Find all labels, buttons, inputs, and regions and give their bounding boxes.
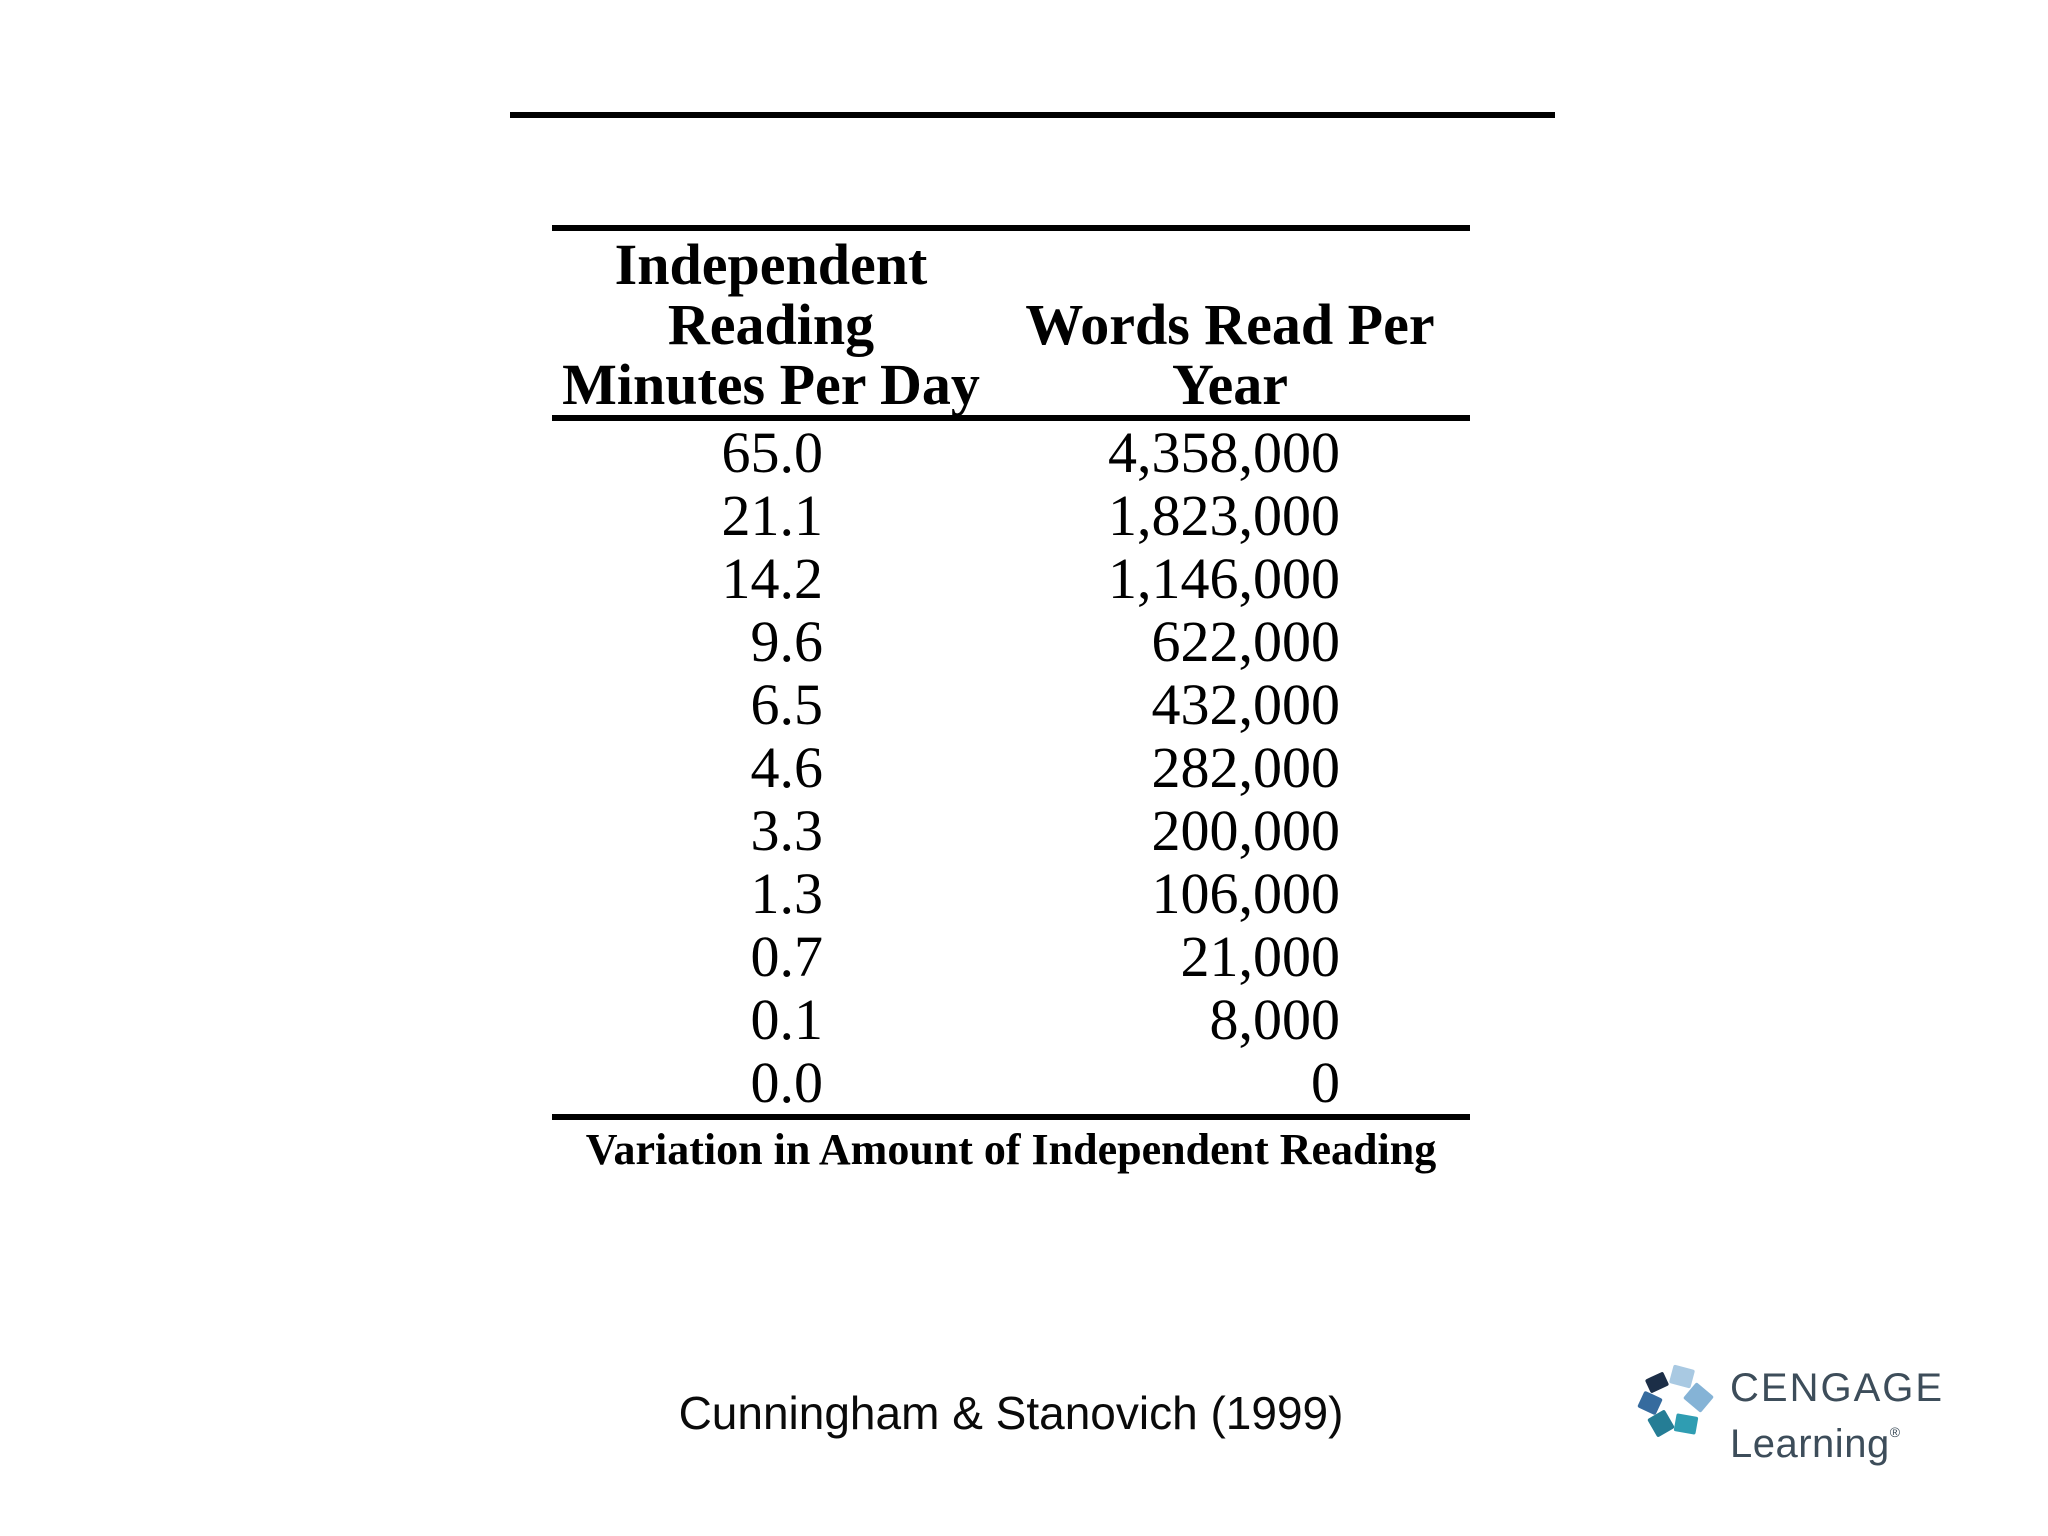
cengage-wordmark: CENGAGE Learning® xyxy=(1730,1366,1944,1466)
column-header-minutes-line: Reading xyxy=(667,292,875,357)
minutes-cell: 0.7 xyxy=(750,924,824,989)
minutes-cell: 1.3 xyxy=(750,861,824,926)
column-header-minutes-line: Independent xyxy=(614,232,928,297)
table-row: 21.1 1,823,000 xyxy=(552,484,1470,547)
table-row: 0.1 8,000 xyxy=(552,988,1470,1051)
table-row: 0.0 0 xyxy=(552,1051,1470,1114)
table-row: 65.0 4,358,000 xyxy=(552,421,1470,484)
column-header-words-line: Year xyxy=(1172,352,1288,417)
words-cell: 21,000 xyxy=(1180,924,1341,989)
words-cell: 622,000 xyxy=(1151,609,1341,674)
minutes-cell: 4.6 xyxy=(750,735,824,800)
words-cell: 106,000 xyxy=(1151,861,1341,926)
cengage-wordmark-line2: Learning® xyxy=(1730,1410,1944,1466)
top-divider xyxy=(510,112,1555,118)
words-cell: 200,000 xyxy=(1151,798,1341,863)
table-body: 65.0 4,358,000 21.1 1,823,000 14.2 1,146… xyxy=(552,421,1470,1120)
words-cell: 432,000 xyxy=(1151,672,1341,737)
table-row: 0.7 21,000 xyxy=(552,925,1470,988)
words-cell: 1,146,000 xyxy=(1108,546,1340,611)
cengage-wordmark-line1: CENGAGE xyxy=(1730,1366,1945,1410)
minutes-cell: 65.0 xyxy=(721,420,824,485)
reading-table: Independent Reading Minutes Per Day Word… xyxy=(552,225,1470,1174)
table-row: 3.3 200,000 xyxy=(552,799,1470,862)
table-row: 6.5 432,000 xyxy=(552,673,1470,736)
minutes-cell: 0.1 xyxy=(750,987,824,1052)
cengage-wordmark-learning: Learning xyxy=(1730,1422,1890,1466)
column-header-words-line: Words Read Per xyxy=(1025,292,1435,357)
table-row: 14.2 1,146,000 xyxy=(552,547,1470,610)
words-cell: 282,000 xyxy=(1151,735,1341,800)
words-cell: 4,358,000 xyxy=(1108,420,1340,485)
source-citation: Cunningham & Stanovich (1999) xyxy=(678,1387,1344,1439)
column-header-minutes-line: Minutes Per Day xyxy=(562,352,980,417)
words-cell: 8,000 xyxy=(1209,987,1341,1052)
minutes-cell: 21.1 xyxy=(721,483,824,548)
cengage-pinwheel-icon xyxy=(1637,1364,1722,1450)
words-cell: 1,823,000 xyxy=(1108,483,1340,548)
cengage-learning-logo: CENGAGE Learning® xyxy=(1637,1364,1968,1474)
table-header-row: Independent Reading Minutes Per Day Word… xyxy=(552,225,1470,421)
table-caption: Variation in Amount of Independent Readi… xyxy=(585,1125,1437,1174)
column-header-words: Words Read Per Year xyxy=(990,295,1470,415)
words-cell: 0 xyxy=(1311,1050,1340,1115)
column-header-minutes: Independent Reading Minutes Per Day xyxy=(552,235,990,415)
table-row: 9.6 622,000 xyxy=(552,610,1470,673)
registered-trademark-icon: ® xyxy=(1889,1424,1901,1440)
minutes-cell: 6.5 xyxy=(750,672,824,737)
table-row: 1.3 106,000 xyxy=(552,862,1470,925)
minutes-cell: 3.3 xyxy=(750,798,824,863)
table-row: 4.6 282,000 xyxy=(552,736,1470,799)
minutes-cell: 14.2 xyxy=(721,546,824,611)
minutes-cell: 9.6 xyxy=(750,609,824,674)
minutes-cell: 0.0 xyxy=(750,1050,824,1115)
